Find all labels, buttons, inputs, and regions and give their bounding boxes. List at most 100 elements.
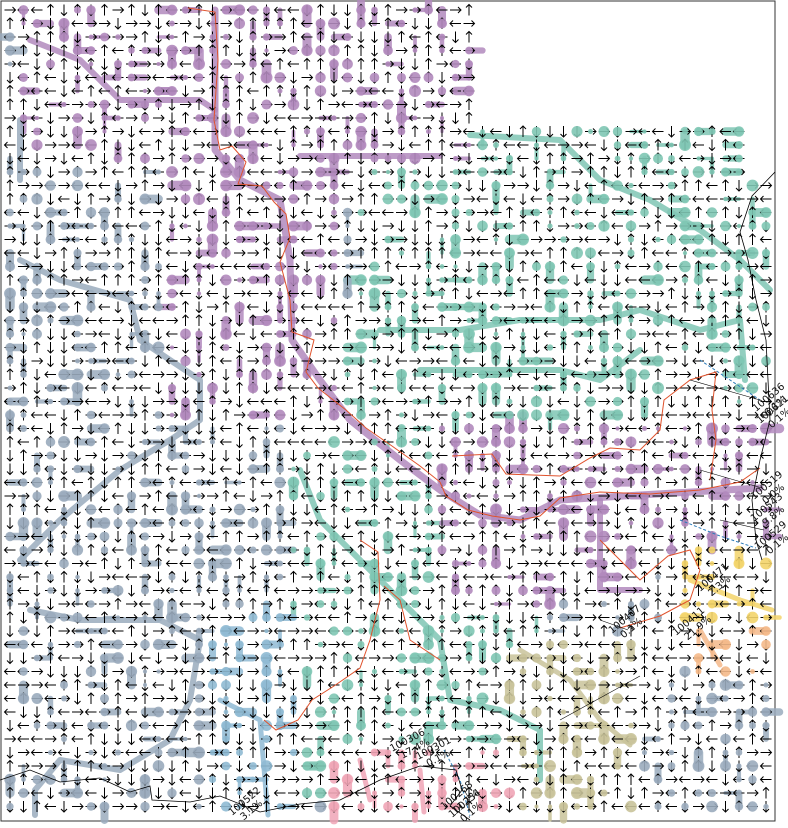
- channel-node: [166, 58, 178, 70]
- channel-node: [652, 355, 664, 367]
- flow-arrow: [425, 57, 432, 70]
- channel-node: [46, 59, 55, 69]
- flow-arrow: [409, 263, 422, 270]
- flow-arrow: [192, 209, 205, 216]
- channel-node: [74, 74, 81, 81]
- flow-arrow: [384, 246, 392, 259]
- flow-arrow: [357, 246, 365, 259]
- channel-node: [736, 399, 742, 404]
- channel-node: [220, 125, 232, 138]
- flow-arrow: [101, 165, 108, 178]
- channel-node: [530, 395, 543, 408]
- flow-arrow: [128, 3, 135, 16]
- flow-arrow: [398, 274, 405, 287]
- flow-arrow: [330, 85, 338, 98]
- channel-node: [598, 126, 610, 137]
- flow-arrow: [411, 193, 419, 206]
- channel-node: [99, 207, 110, 218]
- channel-node: [627, 236, 635, 243]
- channel-node: [260, 652, 273, 664]
- channel-node: [546, 667, 554, 676]
- channel-node: [504, 679, 515, 691]
- channel-node: [451, 222, 460, 230]
- channel-node: [395, 584, 408, 597]
- channel-node: [506, 519, 513, 527]
- channel-node: [87, 532, 95, 541]
- flow-arrow: [317, 3, 324, 16]
- flow-arrow: [584, 182, 596, 189]
- flow-arrow: [60, 126, 68, 138]
- channel-node: [425, 492, 432, 500]
- flow-arrow: [33, 207, 41, 219]
- channel-node: [126, 518, 137, 528]
- channel-node: [412, 115, 418, 121]
- channel-node: [598, 504, 610, 515]
- channel-node: [180, 612, 191, 623]
- flow-arrow: [58, 182, 71, 189]
- channel-node: [276, 560, 284, 567]
- flow-arrow: [288, 263, 300, 270]
- channel-node: [342, 450, 353, 461]
- channel-node: [369, 274, 380, 286]
- channel-node: [466, 695, 472, 702]
- channel-node: [669, 466, 674, 472]
- channel-node: [20, 506, 27, 513]
- flow-arrow: [678, 155, 691, 162]
- flow-arrow: [58, 236, 71, 243]
- flow-arrow: [722, 234, 729, 246]
- channel-node: [639, 598, 650, 610]
- flow-arrow: [182, 85, 189, 98]
- channel-node: [220, 166, 232, 178]
- flow-arrow: [300, 20, 313, 27]
- channel-node: [223, 574, 229, 580]
- channel-node: [491, 275, 501, 285]
- channel-node: [60, 222, 68, 230]
- flow-arrow: [301, 141, 314, 149]
- channel-node: [127, 73, 136, 82]
- channel-node: [287, 274, 300, 286]
- flow-arrow: [44, 101, 56, 108]
- channel-node: [7, 385, 13, 391]
- flow-arrow: [260, 155, 272, 162]
- channel-node: [546, 614, 554, 621]
- channel-node: [19, 86, 28, 96]
- channel-node: [196, 614, 202, 621]
- channel-node: [140, 100, 150, 109]
- flow-arrow: [330, 274, 338, 287]
- channel-node: [331, 561, 337, 566]
- channel-node: [655, 506, 661, 513]
- channel-node: [47, 641, 54, 648]
- flow-arrow: [371, 220, 378, 233]
- flow-arrow: [236, 192, 243, 205]
- flow-arrow: [600, 179, 608, 191]
- flow-arrow: [274, 47, 287, 54]
- flow-arrow: [627, 193, 635, 206]
- flow-arrow: [330, 4, 338, 17]
- flow-arrow: [425, 219, 432, 232]
- channel-node: [681, 168, 689, 176]
- channel-node: [439, 277, 445, 283]
- channel-node: [152, 638, 165, 651]
- channel-node: [60, 519, 68, 527]
- flow-arrow: [382, 128, 395, 135]
- channel-node: [397, 127, 406, 136]
- flow-arrow: [382, 276, 395, 284]
- channel-node: [345, 223, 350, 229]
- channel-node: [274, 72, 286, 83]
- channel-node: [436, 18, 448, 29]
- channel-node: [694, 546, 703, 554]
- channel-node: [261, 517, 272, 529]
- channel-node: [465, 640, 473, 649]
- channel-node: [210, 520, 215, 526]
- channel-node: [61, 102, 67, 107]
- flow-arrow: [519, 207, 527, 219]
- channel-node: [708, 262, 716, 271]
- flow-arrow: [384, 17, 392, 29]
- channel-node: [544, 598, 556, 610]
- flow-arrow: [600, 207, 608, 219]
- channel-node: [480, 304, 485, 310]
- channel-node: [195, 262, 203, 271]
- flow-arrow: [665, 263, 677, 270]
- flow-arrow: [128, 206, 135, 218]
- channel-node: [181, 397, 190, 406]
